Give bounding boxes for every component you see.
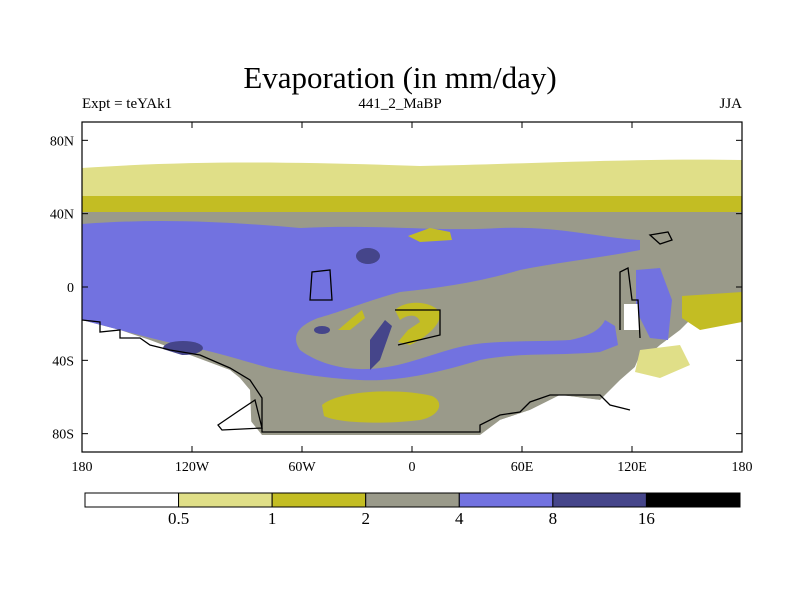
colorbar-swatch bbox=[552, 492, 647, 508]
colorbar-swatch bbox=[645, 492, 741, 508]
x-tick-label: 0 bbox=[409, 460, 416, 475]
colorbar-label: 16 bbox=[638, 509, 655, 528]
colorbar-label: 2 bbox=[361, 509, 370, 528]
y-tick-label: 0 bbox=[67, 281, 74, 296]
colorbar-label: 0.5 bbox=[168, 509, 189, 528]
colorbar-swatch bbox=[365, 492, 460, 508]
land-outline-inner bbox=[395, 309, 441, 346]
subtitle-right: JJA bbox=[719, 96, 742, 112]
x-tick-label: 60W bbox=[288, 460, 316, 475]
x-axis: 180 120W 60W 0 60E 120E 180 bbox=[72, 122, 753, 475]
field-olive-patch-3 bbox=[408, 228, 452, 242]
colorbar-label: 1 bbox=[268, 509, 277, 528]
field-indigo-1 bbox=[356, 248, 380, 264]
land-outline-south-america bbox=[82, 319, 631, 433]
land-outline-bottom-left bbox=[217, 398, 263, 431]
colorbar: 0.5 1 2 4 8 16 bbox=[84, 492, 741, 528]
colorbar-swatch bbox=[271, 492, 367, 508]
field-pale-east bbox=[635, 345, 690, 378]
field-blue-tropics bbox=[82, 221, 640, 381]
x-tick-label: 120W bbox=[175, 460, 210, 475]
land-outline-north-island bbox=[309, 269, 333, 301]
subtitle-center: 441_2_MaBP bbox=[358, 96, 442, 112]
land-outline-east-mountains bbox=[648, 231, 673, 245]
x-tick-label: 120E bbox=[617, 460, 647, 475]
field-indigo-4 bbox=[314, 326, 330, 334]
field-olive-south bbox=[322, 391, 440, 423]
x-tick-label: 60E bbox=[511, 460, 534, 475]
field-blue-east bbox=[636, 268, 672, 340]
y-tick-label: 40S bbox=[52, 354, 74, 369]
field-white-channel bbox=[624, 304, 640, 330]
y-tick-label: 40N bbox=[50, 208, 74, 223]
x-tick-label: 180 bbox=[72, 460, 93, 475]
y-tick-label: 80N bbox=[50, 134, 74, 149]
y-axis: 80N 40N 0 40S 80S bbox=[50, 134, 742, 443]
field-olive-patch-2 bbox=[338, 310, 365, 330]
colorbar-label: 8 bbox=[549, 509, 558, 528]
field-olive-east bbox=[682, 292, 742, 330]
map-field-layer bbox=[82, 122, 742, 452]
field-olive-patch-1 bbox=[395, 302, 441, 345]
field-indigo-2 bbox=[163, 341, 203, 355]
land-outline-layer bbox=[82, 231, 673, 433]
colorbar-swatch bbox=[84, 492, 180, 508]
colorbar-swatch bbox=[458, 492, 554, 508]
field-band-north-pale bbox=[82, 159, 742, 200]
field-indigo-3 bbox=[370, 320, 392, 370]
x-tick-label: 180 bbox=[732, 460, 753, 475]
field-white-south-west bbox=[82, 330, 252, 440]
colorbar-label: 4 bbox=[455, 509, 464, 528]
field-band-north-olive bbox=[82, 196, 742, 216]
land-outline-east bbox=[619, 267, 641, 339]
subtitle-left: Expt = teYAk1 bbox=[82, 96, 173, 112]
field-white-east bbox=[480, 320, 742, 440]
colorbar-swatch bbox=[178, 492, 273, 508]
y-tick-label: 80S bbox=[52, 428, 74, 443]
chart-title: Evaporation (in mm/day) bbox=[243, 60, 557, 95]
